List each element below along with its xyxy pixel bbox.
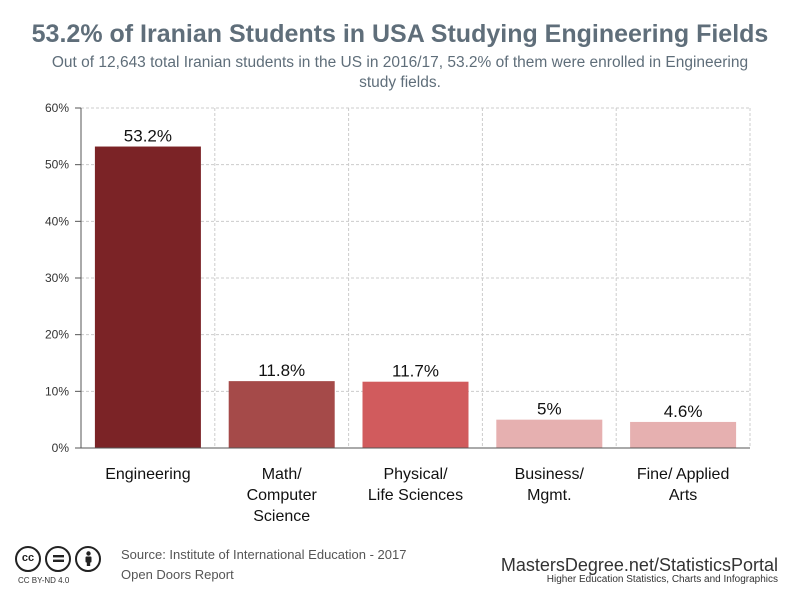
y-tick-label: 50% xyxy=(45,158,69,172)
bar xyxy=(362,381,469,448)
category-label: Engineering xyxy=(105,466,190,483)
bars xyxy=(94,146,737,449)
bar xyxy=(228,381,335,448)
y-tick-label: 30% xyxy=(45,271,69,285)
data-label: 4.6% xyxy=(664,402,703,421)
source-line-2: Open Doors Report xyxy=(121,567,234,582)
cc-icon: cc xyxy=(15,546,41,572)
bar xyxy=(630,421,737,448)
source-line-1: Source: Institute of International Educa… xyxy=(121,547,407,562)
brand-name: MastersDegree.net/StatisticsPortal xyxy=(500,555,778,575)
y-tick-label: 10% xyxy=(45,384,69,398)
category-label: Physical/Life Sciences xyxy=(368,466,463,504)
category-label: Business/Mgmt. xyxy=(515,466,585,504)
nd-icon xyxy=(45,546,71,572)
bar-chart: 0% 10% 20% 30% 40% 50% 60% 53.2% Engineering 11.8… xyxy=(45,101,751,525)
axes xyxy=(75,107,750,449)
brand-tagline: Higher Education Statistics, Charts and … xyxy=(546,574,778,585)
by-icon xyxy=(75,546,101,572)
y-tick-label: 60% xyxy=(45,101,69,115)
chart-title: 53.2% of Iranian Students in USA Studyin… xyxy=(31,20,769,48)
data-label: 53.2% xyxy=(124,127,172,146)
category-label: Fine/ Applied Arts xyxy=(637,466,730,504)
license-badge: cc CC BY-ND 4.0 xyxy=(15,546,105,591)
data-label: 11.7% xyxy=(392,362,439,381)
data-label: 11.8% xyxy=(258,361,305,380)
data-label: 5% xyxy=(537,400,562,419)
y-tick-label: 20% xyxy=(45,328,69,342)
bar xyxy=(94,146,201,449)
bar xyxy=(496,419,603,448)
y-tick-label: 40% xyxy=(45,214,69,228)
category-label: Math/Computer Science xyxy=(247,466,318,525)
source-note: Source: Institute of International Educa… xyxy=(121,545,406,585)
y-tick-label: 0% xyxy=(52,441,70,455)
labels: 0% 10% 20% 30% 40% 50% 60% 53.2% Engineering 11.8… xyxy=(45,101,729,525)
license-label: CC BY-ND 4.0 xyxy=(18,576,70,585)
chart-subtitle: Out of 12,643 total Iranian students in … xyxy=(51,54,749,91)
